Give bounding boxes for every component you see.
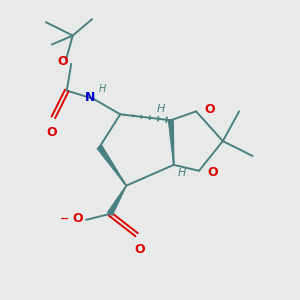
Text: O: O — [204, 103, 215, 116]
Text: N: N — [85, 91, 96, 104]
Text: O: O — [134, 243, 145, 256]
Text: O: O — [46, 126, 57, 139]
Polygon shape — [168, 120, 174, 165]
Text: −: − — [60, 213, 69, 224]
Text: O: O — [73, 212, 83, 225]
Text: O: O — [58, 55, 68, 68]
Text: H: H — [178, 168, 186, 178]
Text: H: H — [156, 104, 165, 114]
Polygon shape — [97, 146, 126, 186]
Text: O: O — [207, 166, 218, 179]
Polygon shape — [108, 186, 126, 215]
Text: H: H — [99, 84, 106, 94]
